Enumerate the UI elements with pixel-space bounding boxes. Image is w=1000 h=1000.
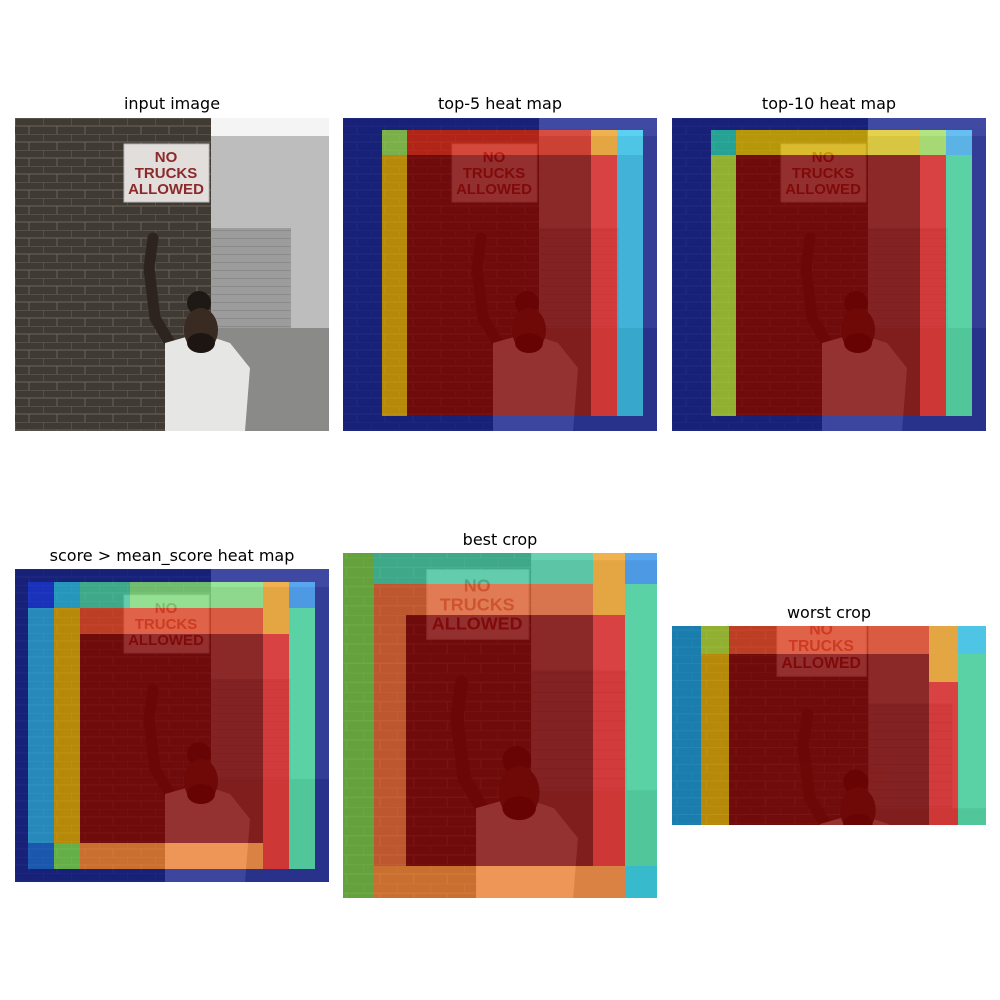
- heat-cell: [54, 582, 80, 869]
- heat-cell: [958, 626, 986, 654]
- heat-cell: [54, 582, 80, 608]
- panel: top-10 heat map: [672, 94, 986, 431]
- heat-cell: [28, 582, 54, 608]
- panel: worst crop: [672, 603, 986, 825]
- heat-cell: [867, 130, 920, 155]
- heat-overlay: [672, 626, 986, 825]
- panel-title: best crop: [463, 530, 538, 549]
- panel-title: input image: [124, 94, 220, 113]
- heat-cell: [374, 866, 625, 898]
- heat-cell: [406, 584, 593, 615]
- heat-cell: [80, 843, 263, 869]
- heat-cell: [625, 553, 657, 898]
- heat-cell: [920, 155, 946, 416]
- heat-cell: [711, 130, 736, 416]
- heat-cell: [591, 155, 617, 416]
- heat-overlay: [343, 118, 657, 431]
- heat-cell: [263, 582, 289, 634]
- heat-cell: [593, 553, 625, 615]
- heat-cell: [130, 582, 263, 608]
- heat-cell: [929, 626, 958, 682]
- panel: input image: [15, 94, 329, 431]
- photo: [15, 118, 329, 431]
- heat-cell: [729, 626, 929, 654]
- heat-cell: [617, 130, 643, 155]
- heat-cell: [343, 866, 374, 898]
- heat-cell: [382, 130, 407, 416]
- heat-cell: [958, 626, 986, 825]
- heat-cell: [591, 130, 617, 155]
- heat-cell: [80, 608, 263, 634]
- panel: score > mean_score heat map: [15, 546, 329, 882]
- heat-cell: [736, 155, 920, 416]
- heat-overlay: [15, 569, 329, 882]
- heat-cell: [920, 130, 946, 155]
- heat-cell: [28, 582, 54, 869]
- heat-cell: [701, 626, 729, 654]
- heat-cell: [407, 155, 591, 416]
- heat-cell: [625, 553, 657, 584]
- heat-cell: [736, 130, 867, 155]
- panel: best crop: [343, 530, 657, 898]
- panel-title: top-5 heat map: [438, 94, 562, 113]
- heat-cell: [374, 584, 406, 866]
- heat-cell: [711, 130, 736, 155]
- heat-cell: [946, 155, 972, 416]
- heat-overlay: [343, 553, 657, 898]
- panel-title: top-10 heat map: [762, 94, 896, 113]
- panel: top-5 heat map: [343, 94, 657, 431]
- heat-cell: [54, 843, 80, 869]
- heat-cell: [80, 582, 130, 608]
- heat-cell: [80, 608, 263, 843]
- heat-cell: [289, 582, 315, 869]
- heat-cell: [617, 130, 643, 416]
- heat-cell: [28, 843, 54, 869]
- heat-cell: [946, 130, 972, 155]
- panel-title: worst crop: [787, 603, 871, 622]
- heat-cell: [672, 626, 701, 825]
- heat-cell: [407, 130, 591, 155]
- heat-overlay: [672, 118, 986, 431]
- heat-cell: [701, 626, 729, 825]
- panel-title: score > mean_score heat map: [50, 546, 295, 566]
- heat-cell: [625, 866, 657, 898]
- heat-cell: [289, 582, 315, 608]
- panel-image: [15, 118, 329, 431]
- heat-cell: [382, 130, 407, 155]
- heat-cell: [343, 553, 374, 898]
